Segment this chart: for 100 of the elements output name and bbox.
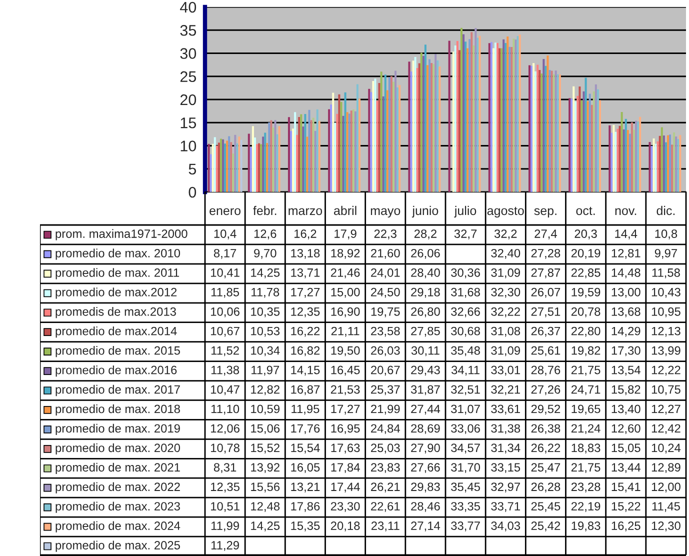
data-label: 24,01 [371,268,400,278]
x-tick-label: nov. [615,208,636,216]
bar [264,132,266,192]
data-label: 15,00 [331,288,360,298]
data-label: 12,27 [652,404,680,415]
data-label: 10,78 [211,444,240,454]
data-label: 20,19 [571,248,600,259]
data-label: 13,68 [612,307,640,318]
data-label: 10,75 [652,385,680,396]
data-label: 20,18 [330,522,360,532]
data-label: 21,75 [571,463,600,473]
data-label: 15,82 [612,385,640,396]
data-label: 23,11 [371,522,400,532]
x-tick-label: febr. [253,206,276,216]
data-label: 26,22 [531,444,560,454]
bar [552,74,555,192]
data-label: 22,61 [371,502,400,512]
data-label: 21,60 [371,248,400,259]
data-label: 34,11 [451,366,480,376]
data-label: 10,53 [251,326,280,337]
data-label: 23,28 [571,482,600,492]
data-label: 17,76 [291,424,320,434]
bar [302,126,304,192]
bar [648,142,651,192]
bar [424,44,426,192]
y-tick-label: 0 [188,186,196,198]
bar [596,89,599,192]
bar [554,70,557,192]
data-label: 11,85 [211,288,240,298]
bar [228,136,230,192]
bar [528,65,530,192]
data-label: 27,28 [531,248,560,259]
data-label: 32,97 [491,482,520,492]
bar [677,139,680,192]
bar [298,116,300,192]
data-label: 13,40 [612,404,640,415]
bar [340,102,342,192]
data-label: 12,22 [652,366,680,376]
data-label: 12,89 [652,463,680,473]
bar [468,39,471,192]
bar [288,117,290,192]
data-label: 34,57 [451,444,480,454]
data-label: 13,71 [291,268,320,278]
bar [380,72,382,192]
data-label: 12,30 [652,522,680,532]
data-label: 33,35 [451,502,480,512]
data-label: 12,6 [254,229,276,240]
legend-label: promedio de max. 2011 [56,268,180,280]
data-label: 12,81 [612,248,640,259]
data-label: 14,25 [251,268,280,278]
legend-label: promedio de max. 2023 [56,502,180,513]
bar [454,45,456,192]
data-label: 14,15 [291,366,320,376]
data-label: 17,9 [334,229,356,240]
bar [458,50,460,192]
bar [506,36,509,192]
bar [426,65,428,192]
data-label: 17,44 [331,482,360,492]
data-label: 10,35 [251,307,280,318]
data-label: 27,90 [411,444,440,454]
data-label: 27,85 [411,326,440,337]
data-label: 22,19 [571,502,600,512]
data-label: 10,06 [211,307,240,318]
data-label: 20,78 [571,307,600,318]
data-label: 31,87 [410,385,440,396]
data-label: 21,75 [571,366,600,376]
bar [650,146,653,192]
legend-label: promedis de max.2013 [56,307,176,318]
bar [296,134,298,192]
data-label: 27,26 [531,385,560,396]
bar [536,64,539,192]
data-label: 18,92 [331,248,360,259]
bar [378,82,380,192]
data-label: 18,83 [572,444,600,454]
data-label: 11,97 [252,366,280,376]
bar [316,109,318,192]
data-label: 17,30 [612,346,640,356]
bar [580,100,583,192]
bar [502,39,505,192]
data-label: 14,25 [251,522,280,532]
data-label: 10,4 [214,229,236,240]
bar [434,54,437,192]
data-label: 15,22 [612,502,640,512]
data-label: 16,95 [331,424,360,434]
bar [626,130,629,192]
data-label: 33,15 [491,463,520,473]
data-label: 27,66 [411,463,440,473]
data-label: 8,17 [214,248,236,259]
bar [574,101,577,192]
data-label: 19,65 [572,404,600,415]
data-label: 16,2 [294,229,316,240]
bar [412,60,414,192]
data-label: 11,58 [652,268,680,278]
data-label: 11,10 [211,404,240,415]
bar [222,139,224,192]
data-label: 13,54 [612,366,640,376]
data-label: 29,83 [411,482,440,492]
data-label: 26,80 [411,307,440,318]
bar [572,86,575,192]
bar [368,88,370,192]
